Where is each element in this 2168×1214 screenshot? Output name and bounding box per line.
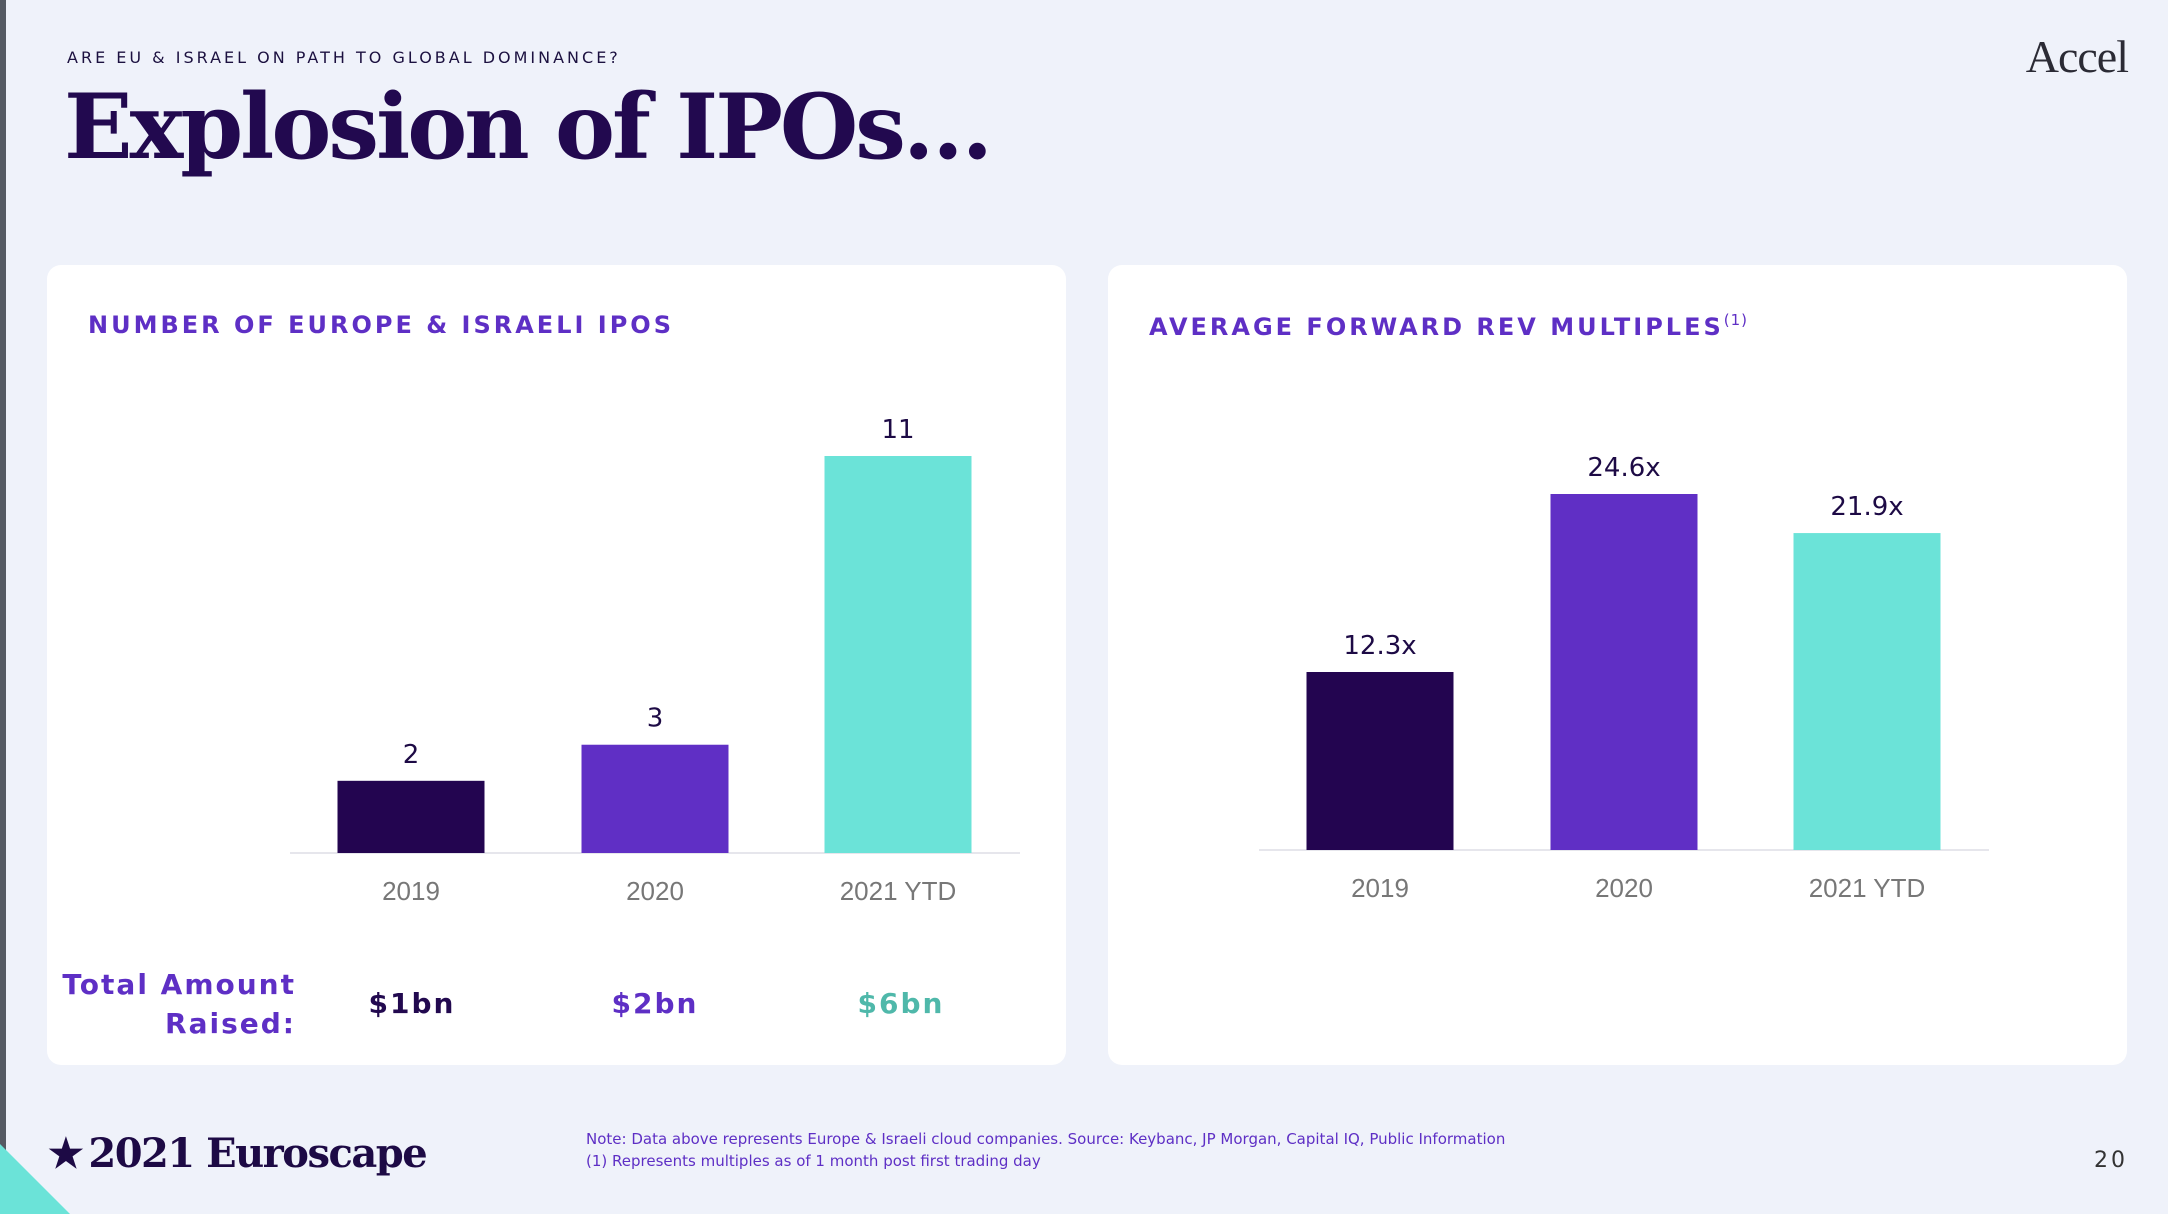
raised-value-2020: $2bn <box>611 987 699 1020</box>
rev-multiples-data-label-2: 24.6x <box>1587 453 1660 483</box>
slide-title: Explosion of IPOs… <box>64 74 993 180</box>
page-number: 20 <box>2094 1148 2128 1173</box>
source-note: Note: Data above represents Europe & Isr… <box>586 1129 1505 1173</box>
source-note-line1: Note: Data above represents Europe & Isr… <box>586 1130 1506 1148</box>
rev-multiples-data-label-3: 21.9x <box>1830 492 1903 522</box>
ipo-count-bar-3 <box>824 456 972 853</box>
window-edge <box>0 0 6 1214</box>
ipo-count-bar-1 <box>337 780 485 853</box>
ipo-count-category-label-1: 2019 <box>382 876 440 906</box>
rev-multiples-bar-3 <box>1793 533 1941 850</box>
ipo-count-data-label-3: 11 <box>881 415 914 445</box>
source-note-line2: (1) Represents multiples as of 1 month p… <box>586 1151 1041 1170</box>
ipo-count-chart: 2 2019 3 2020 11 2021 YTD <box>290 415 1020 906</box>
brand-text: 2021 Euroscape <box>88 1130 427 1177</box>
raised-value-2021: $6bn <box>857 987 945 1020</box>
total-raised-label: Total Amount Raised: <box>47 965 296 1043</box>
rev-multiples-card: AVERAGE FORWARD REV MULTIPLES(1) 12.3x 20… <box>1108 265 2127 1065</box>
corner-accent <box>0 1144 70 1214</box>
slide-kicker: ARE EU & ISRAEL ON PATH TO GLOBAL DOMINA… <box>67 48 621 67</box>
total-raised-label-line2: Raised: <box>165 1007 296 1041</box>
ipo-count-bar-2 <box>581 744 729 853</box>
ipo-count-card: NUMBER OF EUROPE & ISRAELI IPOS 2 2019 3 20… <box>47 265 1066 1065</box>
rev-multiples-title-text: AVERAGE FORWARD REV MULTIPLES <box>1149 313 1724 341</box>
accel-logo: Accel <box>2025 31 2129 82</box>
ipo-count-data-label-1: 2 <box>403 740 420 770</box>
raised-value-2019: $1bn <box>368 987 456 1020</box>
rev-multiples-bar-1 <box>1306 672 1454 850</box>
rev-multiples-category-label-3: 2021 YTD <box>1809 873 1926 903</box>
rev-multiples-title: AVERAGE FORWARD REV MULTIPLES(1) <box>1149 311 1748 341</box>
total-raised-label-line1: Total Amount <box>62 968 296 1001</box>
rev-multiples-footnote-ref: (1) <box>1723 311 1749 329</box>
rev-multiples-data-label-1: 12.3x <box>1343 631 1416 661</box>
rev-multiples-category-label-2: 2020 <box>1595 873 1653 903</box>
rev-multiples-chart: 12.3x 2019 24.6x 2020 21.9x 2021 YTD <box>1259 453 1989 903</box>
ipo-count-title: NUMBER OF EUROPE & ISRAELI IPOS <box>88 311 674 339</box>
euroscape-brand: ★ 2021 Euroscape <box>48 1130 428 1177</box>
star-icon: ★ <box>48 1130 84 1177</box>
ipo-count-category-label-3: 2021 YTD <box>840 876 957 906</box>
ipo-count-category-label-2: 2020 <box>626 876 684 906</box>
rev-multiples-bar-2 <box>1550 494 1698 850</box>
rev-multiples-category-label-1: 2019 <box>1351 873 1409 903</box>
ipo-count-data-label-2: 3 <box>647 704 664 734</box>
